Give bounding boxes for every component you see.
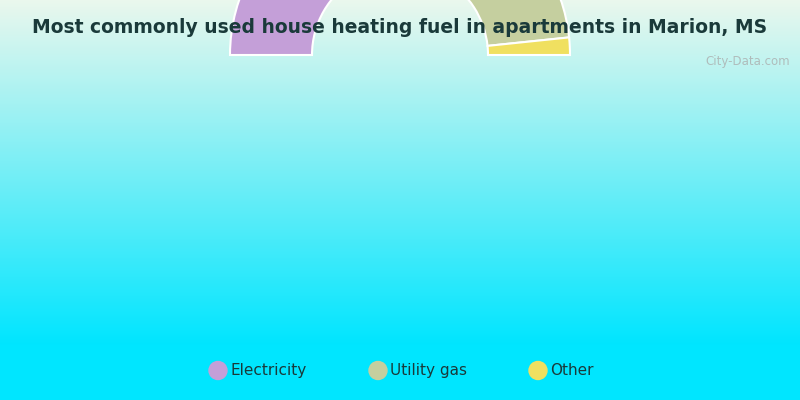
Text: Other: Other	[550, 363, 594, 378]
Bar	[0, 345, 800, 400]
Circle shape	[369, 362, 387, 380]
Text: Electricity: Electricity	[230, 363, 306, 378]
Wedge shape	[487, 38, 570, 55]
Text: Utility gas: Utility gas	[390, 363, 467, 378]
Circle shape	[209, 362, 227, 380]
Text: Most commonly used house heating fuel in apartments in Marion, MS: Most commonly used house heating fuel in…	[33, 18, 767, 37]
Wedge shape	[230, 0, 485, 55]
Circle shape	[529, 362, 547, 380]
Text: City-Data.com: City-Data.com	[706, 55, 790, 68]
Wedge shape	[444, 0, 569, 46]
